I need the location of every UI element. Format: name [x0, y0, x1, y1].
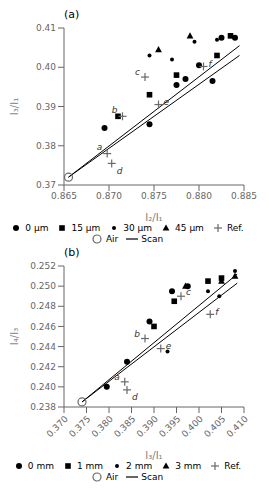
html-text:(a): (a)	[64, 8, 80, 21]
svg-text:0.875: 0.875	[141, 191, 167, 201]
svg-text:d: d	[117, 166, 123, 176]
svg-text:0.238: 0.238	[30, 402, 56, 412]
svg-text:0.244: 0.244	[30, 342, 56, 352]
svg-text:I₄/I₃: I₄/I₃	[9, 328, 20, 345]
html-text:Scan: Scan	[141, 234, 164, 244]
html-text:Air: Air	[105, 472, 119, 482]
svg-text:0.38: 0.38	[36, 141, 56, 151]
svg-text:0.250: 0.250	[30, 281, 56, 291]
html-text:45 μm: 45 μm	[175, 223, 204, 233]
html-text:Air: Air	[105, 234, 119, 244]
svg-text:e: e	[164, 97, 170, 107]
svg-text:0.37: 0.37	[36, 180, 56, 190]
svg-text:0.41: 0.41	[36, 23, 56, 33]
svg-text:0.252: 0.252	[30, 261, 56, 271]
svg-text:0.405: 0.405	[202, 414, 227, 439]
svg-text:a: a	[97, 142, 103, 152]
svg-text:c: c	[186, 287, 191, 297]
html-text:15 μm: 15 μm	[71, 223, 101, 233]
html-text:0 μm: 0 μm	[25, 223, 49, 233]
svg-text:0.410: 0.410	[225, 414, 250, 439]
html-text:Ref.: Ref.	[224, 461, 242, 471]
svg-text:0.380: 0.380	[90, 414, 115, 439]
svg-text:f: f	[215, 307, 220, 317]
svg-text:0.240: 0.240	[30, 382, 56, 392]
html-text:30 μm: 30 μm	[123, 223, 153, 233]
svg-text:0.385: 0.385	[112, 414, 137, 439]
svg-text:0.395: 0.395	[157, 414, 182, 439]
svg-text:d: d	[132, 392, 138, 402]
html-text:Scan: Scan	[141, 472, 164, 482]
html-text:1 mm: 1 mm	[77, 461, 104, 471]
svg-text:I₃/I₁: I₃/I₁	[145, 450, 162, 461]
svg-text:c: c	[135, 67, 140, 77]
html-text:(b): (b)	[64, 246, 80, 259]
svg-text:0.242: 0.242	[30, 362, 56, 372]
svg-text:0.400: 0.400	[180, 414, 205, 439]
svg-text:0.885: 0.885	[231, 191, 257, 201]
svg-text:0.870: 0.870	[96, 191, 122, 201]
svg-text:0.865: 0.865	[51, 191, 77, 201]
svg-text:I₃/I₁: I₃/I₁	[9, 98, 20, 115]
svg-text:f: f	[209, 59, 214, 69]
svg-text:0.40: 0.40	[36, 62, 56, 72]
svg-text:0.375: 0.375	[67, 414, 92, 439]
svg-text:e: e	[166, 341, 172, 351]
svg-text:0.390: 0.390	[135, 414, 160, 439]
svg-text:b: b	[134, 329, 140, 339]
svg-text:0.246: 0.246	[30, 322, 56, 332]
svg-text:b: b	[112, 105, 118, 115]
svg-text:0.39: 0.39	[36, 102, 56, 112]
html-text:0 mm: 0 mm	[27, 461, 54, 471]
html-text:Ref.: Ref.	[226, 223, 244, 233]
svg-text:0.248: 0.248	[30, 301, 56, 311]
svg-text:0.880: 0.880	[186, 191, 212, 201]
html-text:2 mm: 2 mm	[126, 461, 153, 471]
svg-text:I₂/I₁: I₂/I₁	[145, 212, 162, 223]
svg-text:a: a	[114, 372, 120, 382]
svg-text:0.370: 0.370	[45, 414, 70, 439]
html-text:3 mm: 3 mm	[175, 461, 202, 471]
